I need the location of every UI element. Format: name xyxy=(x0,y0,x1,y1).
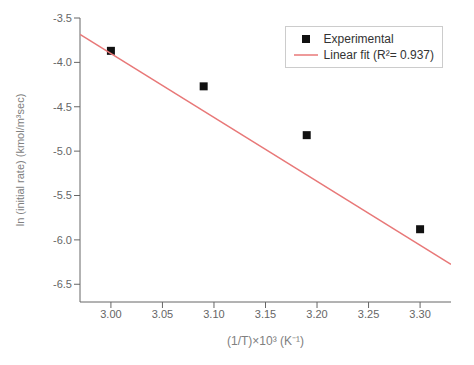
svg-text:3.30: 3.30 xyxy=(409,308,430,320)
svg-text:3.05: 3.05 xyxy=(152,308,173,320)
svg-text:-4.0: -4.0 xyxy=(53,56,72,68)
svg-text:3.10: 3.10 xyxy=(203,308,224,320)
svg-text:ln (initial rate) (kmol/m³sec): ln (initial rate) (kmol/m³sec) xyxy=(14,94,26,227)
svg-text:-5.5: -5.5 xyxy=(53,189,72,201)
svg-text:-4.5: -4.5 xyxy=(53,101,72,113)
svg-text:(1/T)×10³ (K⁻¹): (1/T)×10³ (K⁻¹) xyxy=(227,334,304,348)
svg-text:3.00: 3.00 xyxy=(100,308,121,320)
svg-text:3.15: 3.15 xyxy=(255,308,276,320)
svg-text:-5.0: -5.0 xyxy=(53,145,72,157)
svg-text:3.20: 3.20 xyxy=(306,308,327,320)
svg-text:3.25: 3.25 xyxy=(358,308,379,320)
svg-text:-3.5: -3.5 xyxy=(53,12,72,24)
html-text:Experimental: Experimental xyxy=(323,32,394,46)
html-text:Linear fit (R²= 0.937): Linear fit (R²= 0.937) xyxy=(323,48,434,62)
svg-text:-6.0: -6.0 xyxy=(53,234,72,246)
svg-text:-6.5: -6.5 xyxy=(53,278,72,290)
